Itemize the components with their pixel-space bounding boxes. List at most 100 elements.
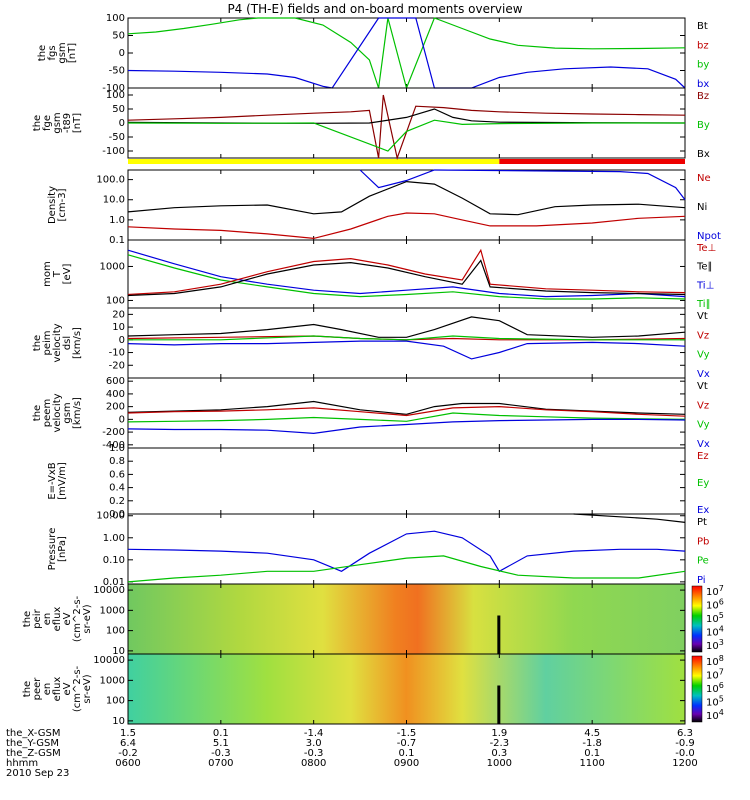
y-axis-label: T xyxy=(52,270,63,278)
y-axis-label: fge xyxy=(42,115,53,131)
y-axis-label: sr-eV) xyxy=(82,674,93,703)
footer-value: -0.0 xyxy=(675,748,695,759)
page-title: P4 (TH-E) fields and on-board moments ov… xyxy=(227,2,523,16)
legend-3: Vx xyxy=(697,369,710,380)
y-axis-label: eflux xyxy=(52,677,63,702)
y-tick-label: 0.01 xyxy=(103,577,125,588)
y-tick-label: 0.4 xyxy=(109,483,125,494)
y-tick-label: -400 xyxy=(102,440,125,451)
footer-value: 0900 xyxy=(394,758,419,769)
y-axis-label: mom xyxy=(42,261,53,287)
y-axis-label: E=-VxB xyxy=(47,462,58,499)
legend-0: Bz xyxy=(697,91,709,102)
y-tick-label: 100.0 xyxy=(96,175,125,186)
panel-2: 100.0 10.0 1.0 0.1 Density [cm-3] Ne Ni Npot xyxy=(47,169,721,246)
series-Ti∥ xyxy=(127,254,686,300)
y-tick-label: -100 xyxy=(102,83,125,94)
y-tick-label: 100 xyxy=(106,13,125,24)
legend-1: Ey xyxy=(697,478,709,489)
footer-value: 1200 xyxy=(672,758,697,769)
colorbar-tick: 107 xyxy=(706,584,724,598)
mode-bar xyxy=(128,159,500,164)
y-axis-label: the xyxy=(37,45,48,61)
y-tick-label: 0 xyxy=(119,335,125,346)
y-axis-label: (cm^2-s- xyxy=(72,595,83,642)
panel-frame xyxy=(127,447,686,515)
colorbar-tick: 108 xyxy=(706,654,724,668)
y-axis-label: peem xyxy=(42,399,53,427)
y-tick-label: 10.00 xyxy=(96,511,125,522)
y-axis-label: gsm xyxy=(62,402,73,423)
y-tick-label: 0.1 xyxy=(109,235,125,246)
legend-2: Vy xyxy=(697,350,710,361)
spectrogram-9 xyxy=(128,654,685,724)
legend-2: Ti⊥ xyxy=(696,280,714,291)
legend-1: bz xyxy=(697,40,709,51)
panel-3: 1000 100 mom T [eV] Te⊥ Te∥ Ti⊥ Ti∥ xyxy=(42,239,716,310)
data-gap-mark xyxy=(497,685,501,724)
colorbar-tick: 103 xyxy=(706,638,724,652)
y-tick-label: 1000 xyxy=(100,261,125,272)
y-tick-label: 0.0 xyxy=(109,509,125,520)
footer-value: 0.1 xyxy=(584,748,600,759)
y-tick-label: 1.0 xyxy=(109,443,125,454)
panel-6: 1.0 0.8 0.6 0.4 0.2 0.0 E=-VxB [mV/m] Ez Ey Ex xyxy=(47,443,709,520)
y-axis-label: [nT] xyxy=(67,43,78,63)
legend-3: Ti∥ xyxy=(696,299,711,310)
y-axis-label: eflux xyxy=(52,607,63,632)
y-axis-label: the xyxy=(22,611,33,627)
footer-value: 1100 xyxy=(579,758,604,769)
legend-0: Vt xyxy=(697,311,708,322)
series-Pi xyxy=(127,530,686,573)
y-tick-label: 50 xyxy=(112,104,125,115)
legend-1: Te∥ xyxy=(696,262,713,273)
y-axis-label: [nT] xyxy=(72,113,83,133)
y-tick-label: 0 xyxy=(119,414,125,425)
y-tick-label: 10000 xyxy=(93,655,125,666)
colorbar-tick: 106 xyxy=(706,598,724,612)
series-Te∥ xyxy=(127,259,686,297)
footer-value: 4.5 xyxy=(584,728,600,739)
footer-value: 6.4 xyxy=(120,738,136,749)
colorbar xyxy=(691,585,703,653)
y-axis-label: the xyxy=(32,115,43,131)
legend-0: Te⊥ xyxy=(696,243,716,254)
y-axis-label: peir xyxy=(32,608,43,628)
legend-0: Bt xyxy=(697,21,708,32)
legend-1: Pb xyxy=(697,536,709,547)
y-axis-label: dsl xyxy=(62,336,73,350)
series-Vy xyxy=(127,412,686,423)
series-Vt xyxy=(127,316,686,338)
legend-3: Pi xyxy=(697,575,706,586)
y-axis-label: peim xyxy=(42,330,53,355)
legend-1: By xyxy=(697,120,710,131)
y-axis-label: eV xyxy=(62,612,73,625)
series-Bx xyxy=(127,108,686,124)
y-axis-label: -t89 xyxy=(62,113,73,133)
panel-0: 100 50 0 -50 -100 the fgs gsm [nT] Bt bz by bx xyxy=(37,13,709,94)
legend-2: Npot xyxy=(697,231,721,242)
colorbar-tick: 107 xyxy=(706,668,724,682)
footer-value: 1000 xyxy=(487,758,512,769)
footer-value: 1.5 xyxy=(120,728,136,739)
y-tick-label: 600 xyxy=(106,376,125,387)
y-axis-label: fgs xyxy=(47,45,58,60)
data-gap-mark xyxy=(497,615,501,654)
y-tick-label: -10 xyxy=(109,348,125,359)
footer-value: -0.2 xyxy=(118,748,138,759)
footer-value: 1.9 xyxy=(491,728,507,739)
y-tick-label: 10 xyxy=(112,716,125,727)
series-Ne xyxy=(127,212,686,240)
colorbar-tick: 104 xyxy=(706,708,724,722)
y-tick-label: 100 xyxy=(106,295,125,306)
y-axis-label: (cm^2-s- xyxy=(72,665,83,712)
series-Vz xyxy=(127,405,686,417)
series-Vy xyxy=(128,335,685,341)
y-tick-label: -200 xyxy=(102,427,125,438)
footer-value: -0.3 xyxy=(304,748,324,759)
panel-1: 100 50 0 -50 -100 the fge gsm -t89 [nT] Bz By Bx xyxy=(32,87,710,164)
colorbar-tick: 105 xyxy=(706,611,724,625)
y-axis-label: [km/s] xyxy=(72,327,83,359)
series-Npot xyxy=(359,169,686,201)
